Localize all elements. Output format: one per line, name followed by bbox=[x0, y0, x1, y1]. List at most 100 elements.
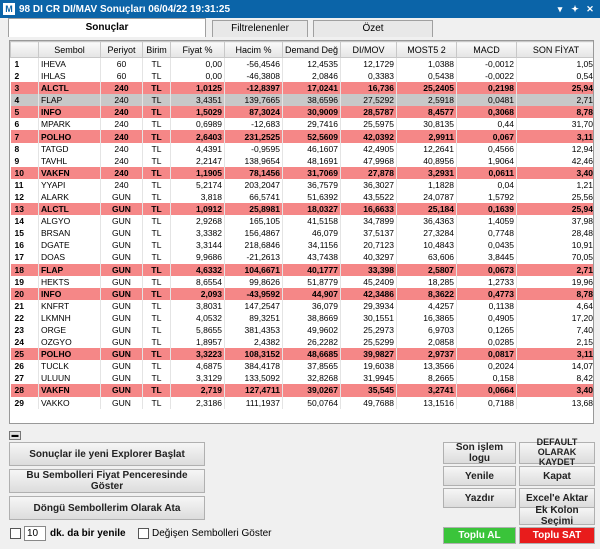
table-cell: TL bbox=[142, 360, 171, 373]
table-cell: 20,7123 bbox=[340, 239, 397, 252]
table-row[interactable]: 2 IHLAS 60 TL 0,00 -46,3808 2,0846 0,3383 0,5438… bbox=[10, 70, 593, 83]
table-row[interactable]: 27 ULUUN GUN TL 3,3129 133,5092 32,8268 31,9945… bbox=[10, 372, 593, 385]
table-row[interactable]: 14 ALGYO GUN TL 2,9268 165,105 41,5158 34,7899 3… bbox=[10, 215, 593, 228]
table-cell: 36,4363 bbox=[396, 215, 457, 228]
table-cell: 16,3865 bbox=[396, 311, 457, 324]
table-cell: 51,8779 bbox=[282, 275, 341, 288]
table-cell: 25,5975 bbox=[340, 118, 397, 131]
table-row[interactable]: 12 ALARK GUN TL 3,818 66,5741 51,6392 43,5522 24… bbox=[10, 190, 593, 204]
column-header[interactable] bbox=[10, 41, 39, 58]
table-row[interactable]: 4 FLAP 240 TL 3,4351 139,7665 38,6596 27,5292 2,… bbox=[10, 94, 593, 107]
bulk-sell-button[interactable]: Toplu SAT bbox=[519, 527, 595, 544]
print-button[interactable]: Yazdır bbox=[443, 488, 516, 508]
table-cell: 2,9268 bbox=[170, 215, 225, 228]
column-header[interactable]: DI/MOV bbox=[340, 41, 397, 58]
table-cell: 5 bbox=[10, 106, 39, 119]
column-header[interactable]: MOST5 2 bbox=[396, 41, 457, 58]
table-row[interactable]: 5 INFO 240 TL 1,5029 87,3024 30,9009 28,5787 8,4… bbox=[10, 106, 593, 119]
extra-columns-button[interactable]: Ek Kolon Seçimi bbox=[519, 505, 595, 527]
changed-symbols-checkbox[interactable] bbox=[138, 528, 149, 539]
table-cell: 7 bbox=[10, 130, 39, 143]
close-icon[interactable]: ✕ bbox=[586, 4, 594, 14]
table-cell: -0,0012 bbox=[456, 57, 517, 70]
column-header[interactable]: Hacim % bbox=[224, 41, 283, 58]
column-header[interactable]: Demand Değ bbox=[282, 41, 341, 58]
table-cell: 13,3566 bbox=[396, 360, 457, 373]
table-cell: 240 bbox=[100, 154, 143, 167]
table-cell: TL bbox=[142, 70, 171, 83]
table-row[interactable]: 21 KNFRT GUN TL 3,8031 147,2547 36,079 29,3934 4… bbox=[10, 299, 593, 312]
table-cell: 99,8626 bbox=[224, 275, 283, 288]
refresh-interval-input[interactable] bbox=[24, 526, 46, 541]
table-row[interactable]: 3 ALCTL 240 TL 1,0125 -12,8397 17,0241 16,736 25… bbox=[10, 82, 593, 95]
table-row[interactable]: 18 FLAP GUN TL 4,6332 104,6671 40,1777 33,398 2,… bbox=[10, 263, 593, 276]
table-cell: 3,818 bbox=[170, 190, 225, 204]
table-cell: 3,11 bbox=[516, 130, 593, 143]
table-cell: -0,0022 bbox=[456, 70, 517, 83]
chevron-down-icon[interactable]: ▾ bbox=[557, 4, 563, 14]
column-header[interactable]: MACD bbox=[456, 41, 517, 58]
table-row[interactable]: 16 DGATE GUN TL 3,3144 218,6846 34,1156 20,7123… bbox=[10, 239, 593, 252]
explorer-button[interactable]: Sonuçlar ile yeni Explorer Başlat bbox=[9, 442, 205, 466]
table-row[interactable]: 7 POLHO 240 TL 2,6403 231,2525 52,5609 42,0392 2… bbox=[10, 130, 593, 143]
table-row[interactable]: 6 MPARK 240 TL 0,6989 -12,683 29,7416 25,5975 30… bbox=[10, 118, 593, 131]
table-cell: GUN bbox=[100, 336, 143, 349]
table-cell: 8,2665 bbox=[396, 372, 457, 385]
table-row[interactable]: 9 TAVHL 240 TL 2,2147 138,9654 48,1691 47,9968 4… bbox=[10, 154, 593, 167]
table-row[interactable]: 28 VAKFN GUN TL 2,719 127,4711 39,0267 35,545 3,… bbox=[10, 384, 593, 397]
table-cell: 3,3129 bbox=[170, 372, 225, 385]
table-cell: 17,0241 bbox=[282, 82, 341, 95]
table-row[interactable]: 29 VAKKO GUN TL 2,3186 111,1937 50,0764 49,7688… bbox=[10, 396, 593, 409]
tab-ozet[interactable]: Özet bbox=[313, 20, 433, 37]
table-cell: 34,1156 bbox=[282, 239, 341, 252]
table-cell: TL bbox=[142, 263, 171, 276]
table-row[interactable]: 25 POLHO GUN TL 3,3223 108,3152 48,6685 39,9827… bbox=[10, 348, 593, 361]
bulk-buy-button[interactable]: Toplu AL bbox=[443, 527, 516, 544]
table-row[interactable]: 8 TATGD 240 TL 4,4391 -0,9595 46,1607 42,4905 12… bbox=[10, 142, 593, 155]
table-cell: GUN bbox=[100, 190, 143, 204]
table-cell: TL bbox=[142, 106, 171, 119]
table-row[interactable]: 15 BRSAN GUN TL 3,3382 156,4867 46,079 37,5137 2… bbox=[10, 227, 593, 240]
tab-filtrelenenler[interactable]: Filtrelenenler bbox=[212, 20, 308, 37]
table-row[interactable]: 26 TUCLK GUN TL 4,6875 384,4178 37,8565 19,6038… bbox=[10, 360, 593, 373]
table-cell: 34,7899 bbox=[340, 215, 397, 228]
default-save-button[interactable]: DEFAULT OLARAK KAYDET bbox=[519, 437, 595, 467]
table-cell: 0,067 bbox=[456, 130, 517, 143]
table-row[interactable]: 1 IHEVA 60 TL 0,00 -56,4546 12,4535 12,1729 1,03… bbox=[10, 57, 593, 70]
table-cell: 24 bbox=[10, 336, 39, 349]
tab-strip: Sonuçlar Filtrelenenler Özet bbox=[0, 18, 600, 37]
table-row[interactable]: 17 DOAS GUN TL 9,9686 -21,2613 43,7438 40,3297 6… bbox=[10, 251, 593, 264]
table-row[interactable]: 10 VAKFN 240 TL 1,1905 78,1456 31,7069 27,878 3,… bbox=[10, 166, 593, 179]
last-log-button[interactable]: Son işlem logu bbox=[443, 442, 516, 464]
tab-sonuclar[interactable]: Sonuçlar bbox=[8, 18, 206, 37]
table-row[interactable]: 11 YYAPI 240 TL 5,2174 203,2047 36,7579 36,3027… bbox=[10, 178, 593, 191]
table-row[interactable]: 19 HEKTS GUN TL 8,6554 99,8626 51,8779 45,2409 1… bbox=[10, 275, 593, 288]
auto-refresh-checkbox[interactable] bbox=[10, 528, 21, 539]
table-row[interactable]: 20 INFO GUN TL 2,093 -43,9592 44,907 42,3486 8,3… bbox=[10, 287, 593, 300]
loop-symbols-button[interactable]: Döngü Sembollerim Olarak Ata bbox=[9, 496, 205, 520]
table-row[interactable]: 24 OZGYO GUN TL 1,8957 2,4382 26,2282 25,5299 2,… bbox=[10, 336, 593, 349]
scroll-indicator[interactable]: ▬ bbox=[9, 431, 21, 440]
pin-icon[interactable]: ✦ bbox=[571, 4, 579, 14]
table-cell: 45,2409 bbox=[340, 275, 397, 288]
column-header[interactable]: Fiyat % bbox=[170, 41, 225, 58]
price-window-button[interactable]: Bu Sembolleri Fiyat Penceresinde Göster bbox=[9, 469, 205, 493]
table-cell: 133,5092 bbox=[224, 372, 283, 385]
refresh-button[interactable]: Yenile bbox=[443, 466, 516, 486]
table-cell: 240 bbox=[100, 106, 143, 119]
table-cell: VAKKO bbox=[38, 396, 101, 409]
table-cell: 240 bbox=[100, 94, 143, 107]
column-header[interactable]: Periyot bbox=[100, 41, 143, 58]
results-grid[interactable]: Sembol Periyot Birim Fiyat % Hacim % Demand D… bbox=[9, 40, 594, 424]
column-header[interactable]: SON FİYAT bbox=[516, 41, 593, 58]
table-cell: 2,9911 bbox=[396, 130, 457, 143]
column-header[interactable]: Sembol bbox=[38, 41, 101, 58]
table-cell: 0,0611 bbox=[456, 166, 517, 179]
close-button[interactable]: Kapat bbox=[519, 466, 595, 486]
table-row[interactable]: 23 ORGE GUN TL 5,8655 381,4353 49,9602 25,2973 6… bbox=[10, 323, 593, 337]
table-row[interactable]: 22 LKMNH GUN TL 4,0532 89,3251 38,8669 30,1551 1… bbox=[10, 311, 593, 324]
table-cell: GUN bbox=[100, 372, 143, 385]
table-row[interactable]: 13 ALCTL GUN TL 1,0912 25,8981 18,0327 16,6633 2… bbox=[10, 203, 593, 216]
column-header[interactable]: Birim bbox=[142, 41, 171, 58]
table-cell: 0,44 bbox=[456, 118, 517, 131]
